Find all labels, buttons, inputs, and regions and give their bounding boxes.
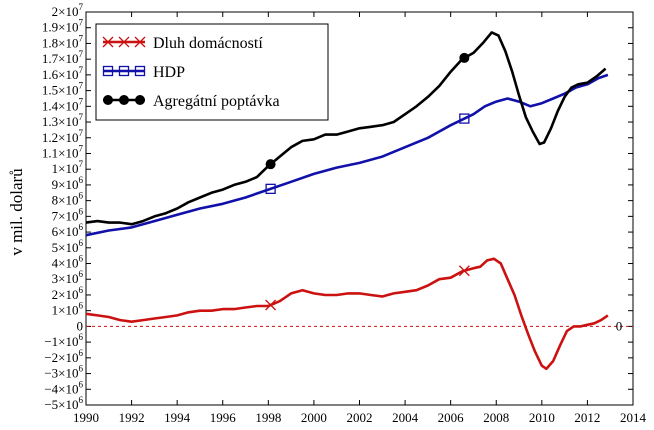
legend-label-dluh-domacnosti: Dluh domácností (153, 35, 263, 52)
legend-marker-agregatni-poptavka (103, 95, 113, 105)
y-tick-label: 1.4×107 (42, 96, 84, 113)
x-tick-label: 2006 (438, 410, 465, 425)
y-tick-label: −4×106 (44, 379, 83, 396)
y-tick-label: 8×106 (52, 191, 84, 208)
legend-marker-hdp (134, 65, 146, 77)
series-marker-agregatni-poptavka (459, 52, 470, 63)
y-tick-label: −1×106 (44, 332, 83, 349)
legend-marker-hdp (118, 65, 130, 77)
series-marker-dluh-domacnosti (458, 265, 470, 277)
x-tick-label: 2014 (620, 410, 647, 425)
y-tick-label: 1.2×107 (42, 128, 84, 145)
y-tick-label: 1×106 (52, 301, 84, 318)
x-tick-label: 1990 (73, 410, 99, 425)
series-marker-dluh-domacnosti (265, 299, 277, 311)
legend-marker-agregatni-poptavka (135, 95, 145, 105)
legend-marker-dluh-domacnosti-stroke-b (134, 36, 146, 48)
y-tick-label: 3×106 (52, 269, 84, 286)
x-tick-label: 2002 (347, 410, 373, 425)
legend-marker-dluh-domacnosti-stroke-b (118, 36, 130, 48)
y-tick-label: 1.5×107 (42, 81, 84, 98)
x-tick-label: 2000 (301, 410, 327, 425)
legend-label-hdp: HDP (153, 64, 185, 81)
x-tick-label: 1994 (164, 410, 191, 425)
x-tick-label: 2010 (529, 410, 555, 425)
y-tick-label: 1.3×107 (42, 112, 84, 129)
legend-label-agregatni-poptavka: Agregátní poptávka (153, 93, 280, 110)
series-marker-dluh-domacnosti-stroke-b (265, 299, 277, 311)
y-tick-label: −3×106 (44, 364, 83, 381)
x-tick-label: 2012 (574, 410, 600, 425)
y-tick-label: −5×106 (44, 395, 83, 412)
y-tick-label: 1.8×107 (42, 33, 84, 50)
legend-marker-dluh-domacnosti (118, 36, 130, 48)
y-tick-label: 4×106 (52, 254, 84, 271)
zero-line-label: 0 (616, 318, 623, 333)
y-tick-label: 1.9×107 (42, 18, 84, 35)
legend-marker-dluh-domacnosti (134, 36, 146, 48)
y-tick-label: 6×106 (52, 222, 84, 239)
y-tick-label: 5×106 (52, 238, 84, 255)
y-tick-label: −2×106 (44, 348, 83, 365)
series-line-dluh-domacnosti (85, 257, 609, 371)
y-tick-label: 7×106 (52, 206, 84, 223)
y-tick-label: 1.6×107 (42, 65, 84, 82)
x-tick-label: 2008 (483, 410, 509, 425)
y-tick-label: 2×106 (52, 285, 84, 302)
y-tick-label: 2×107 (52, 2, 84, 19)
y-tick-label: 1.1×107 (42, 143, 84, 160)
x-tick-label: 1996 (210, 410, 237, 425)
y-tick-label: 1×107 (52, 159, 84, 176)
series-marker-hdp (459, 113, 470, 124)
series-marker-dluh-domacnosti-stroke-b (458, 265, 470, 277)
series-line-agregatni-poptavka (85, 31, 607, 226)
series-line-hdp (85, 73, 609, 237)
x-tick-label: 2004 (392, 410, 419, 425)
legend-marker-agregatni-poptavka (119, 95, 129, 105)
x-tick-label: 1992 (119, 410, 145, 425)
y-tick-label: 1.7×107 (42, 49, 84, 66)
legend-marker-dluh-domacnosti-stroke-b (102, 36, 114, 48)
y-tick-label: 0 (77, 318, 84, 333)
x-tick-label: 1998 (255, 410, 281, 425)
legend-marker-dluh-domacnosti (102, 36, 114, 48)
series-marker-hdp (265, 183, 276, 195)
series-marker-agregatni-poptavka (265, 159, 276, 170)
y-tick-label: 9×106 (52, 175, 84, 192)
legend-marker-hdp (102, 65, 114, 77)
y-axis-label: v mil. dolarů (7, 168, 26, 256)
